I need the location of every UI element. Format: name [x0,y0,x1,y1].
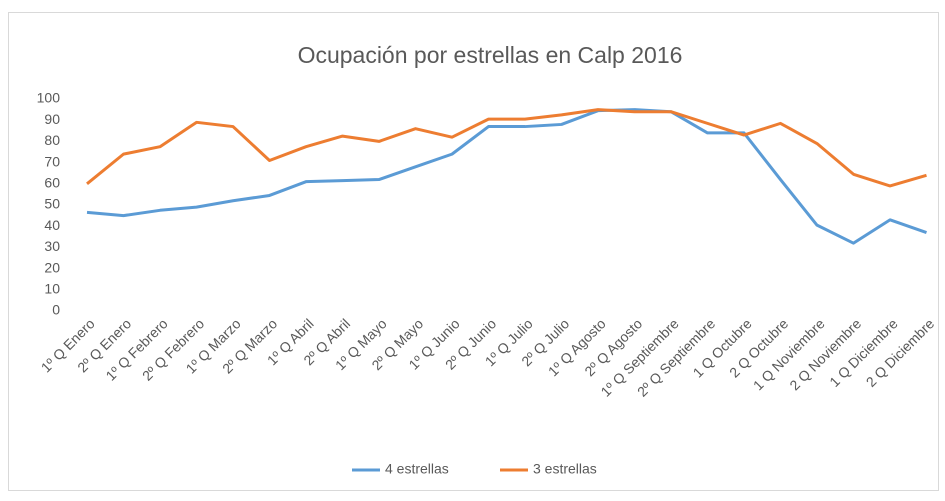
y-tick-label: 20 [44,259,60,275]
legend-label: 3 estrellas [533,461,597,477]
y-tick-label: 100 [37,90,61,106]
y-tick-label: 0 [52,302,60,318]
series-line [86,108,927,188]
y-tick-label: 80 [44,132,60,148]
y-tick-label: 40 [44,217,60,233]
chart-border [8,12,939,491]
legend-label: 4 estrellas [385,461,449,477]
y-tick-label: 90 [44,111,60,127]
chart-title: Ocupación por estrellas en Calp 2016 [298,42,683,68]
y-tick-label: 60 [44,175,60,191]
y-tick-label: 70 [44,153,60,169]
series-line [86,108,927,245]
y-tick-label: 10 [44,281,60,297]
y-tick-label: 30 [44,238,60,254]
y-tick-label: 50 [44,196,60,212]
